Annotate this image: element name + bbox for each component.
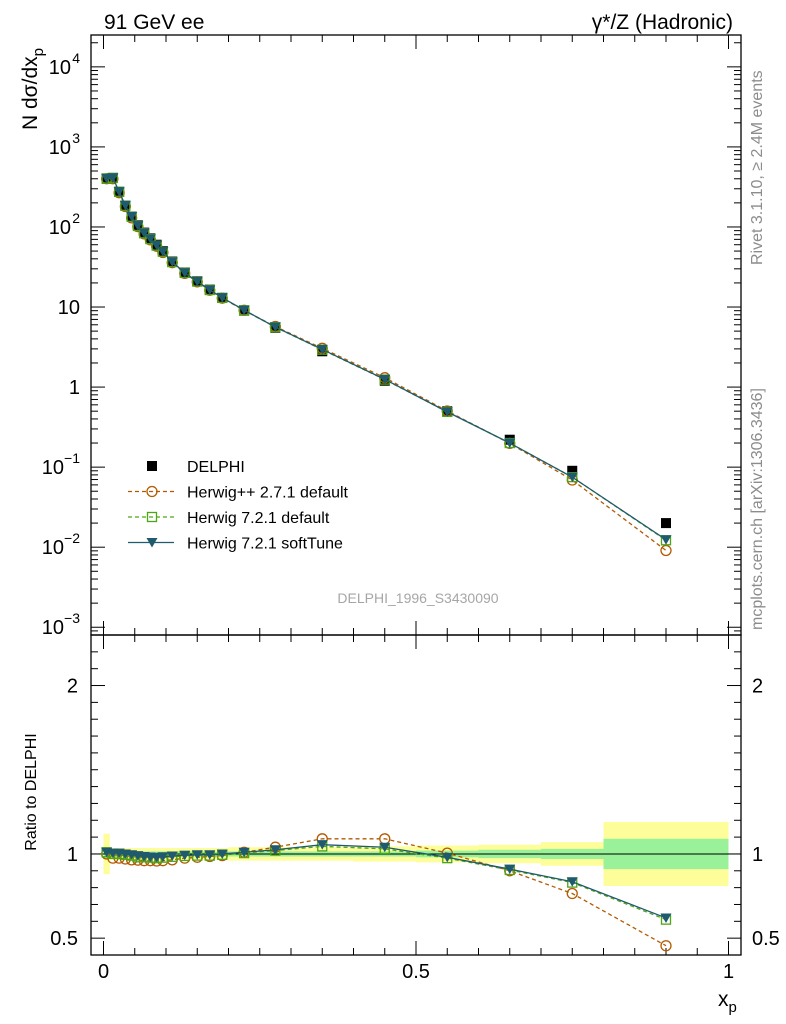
main-data-point — [504, 438, 516, 449]
legend-marker — [146, 538, 158, 548]
main-data-point — [238, 305, 250, 316]
y-tick-exponent: −2 — [64, 530, 80, 546]
x-tick-label: 1 — [723, 961, 734, 983]
main-data-point — [566, 472, 578, 483]
main-data-point — [179, 268, 191, 278]
ratio-data-point — [238, 847, 250, 858]
main-series-triangle-down — [101, 173, 672, 545]
main-data-point — [119, 200, 131, 211]
ratio-y-tick-label-left: 1 — [67, 844, 78, 866]
legend-label: Herwig++ 2.7.1 default — [187, 485, 349, 502]
x-tick-label: 0 — [98, 961, 109, 983]
legend-item: Herwig++ 2.7.1 default — [128, 485, 349, 502]
header-right: γ*/Z (Hadronic) — [592, 11, 733, 34]
legend-marker — [146, 485, 158, 498]
main-data-point — [132, 221, 144, 231]
y-tick-label: 10 — [42, 457, 64, 479]
ratio-y-tick-label-right: 1 — [752, 844, 763, 866]
ratio-data-point — [566, 877, 578, 887]
ratio-data-point — [504, 864, 516, 875]
legend-marker — [146, 511, 158, 523]
y-tick-label: 10 — [42, 617, 64, 639]
main-data-point — [191, 276, 203, 287]
ratio-data-point — [191, 850, 203, 860]
ratio-series-triangle-down — [101, 840, 672, 923]
main-data-point — [660, 535, 672, 545]
header-left: 91 GeV ee — [104, 11, 204, 34]
y-tick-label: 1 — [69, 377, 80, 399]
ratio-data-point — [316, 840, 328, 850]
main-data-point — [316, 344, 328, 355]
y-tick-exponent: 3 — [72, 130, 80, 146]
main-data-point — [269, 322, 281, 333]
mcplots-credit-text: mcplots.cern.ch [arXiv:1306.3436] — [749, 388, 766, 630]
ratio-panel-series — [100, 833, 672, 952]
y-axis-label-main: N dσ/dxp — [19, 48, 47, 130]
legend-item: Herwig 7.2.1 softTune — [128, 536, 343, 553]
y-axis-label-ratio: Ratio to DELPHI — [23, 733, 40, 850]
ratio-plot-frame — [90, 634, 742, 956]
y-tick-exponent: −1 — [64, 450, 80, 466]
main-data-point — [441, 407, 453, 417]
y-tick-label: 10 — [49, 57, 71, 79]
main-data-point — [567, 465, 578, 476]
y-tick-label: 10 — [49, 217, 71, 239]
ratio-data-point — [660, 913, 672, 923]
ratio-data-point — [179, 850, 191, 861]
main-data-point — [113, 187, 125, 197]
main-panel-series — [100, 172, 672, 557]
legend-label: Herwig 7.2.1 softTune — [187, 536, 343, 553]
ratio-data-point — [216, 849, 228, 859]
x-tick-label: 0.5 — [402, 961, 430, 983]
x-axis-label: xp — [718, 988, 737, 1016]
ratio-panel-axes: 0 0.5 1 0.5 0.5 1 1 2 2 — [50, 634, 780, 983]
main-data-point — [144, 234, 156, 244]
main-data-point — [661, 518, 671, 529]
legend-marker — [147, 461, 157, 471]
main-data-point — [138, 228, 150, 239]
main-data-point — [216, 293, 228, 303]
rivet-version-text: Rivet 3.1.10, ≥ 2.4M events — [749, 70, 766, 265]
main-data-point — [204, 285, 216, 295]
main-data-point — [660, 544, 672, 557]
y-tick-label: 10 — [58, 297, 80, 319]
main-data-point — [166, 257, 178, 267]
ratio-y-tick-label-left: 0.5 — [50, 928, 78, 950]
legend-label: DELPHI — [187, 459, 245, 476]
y-tick-label: 10 — [42, 537, 64, 559]
ratio-data-point — [441, 852, 453, 863]
analysis-id-label: DELPHI_1996_S3430090 — [337, 590, 498, 606]
legend: DELPHI Herwig++ 2.7.1 default Herwig 7.2.1… — [128, 459, 349, 553]
ratio-data-point — [566, 887, 578, 900]
main-data-point — [379, 374, 391, 385]
ratio-data-point — [660, 940, 672, 952]
main-data-point — [151, 240, 163, 251]
ratio-data-point — [269, 845, 281, 855]
main-data-point — [107, 173, 119, 183]
y-tick-label: 10 — [49, 137, 71, 159]
y-tick-exponent: 4 — [72, 50, 80, 66]
ratio-data-point — [157, 852, 169, 862]
ratio-y-tick-label-left: 2 — [67, 676, 78, 698]
main-data-point — [157, 247, 169, 257]
ratio-data-point — [166, 851, 178, 861]
legend-item: Herwig 7.2.1 default — [128, 510, 330, 527]
ratio-y-tick-label-right: 2 — [752, 676, 763, 698]
legend-label: Herwig 7.2.1 default — [187, 510, 330, 527]
legend-item: DELPHI — [147, 459, 245, 476]
main-data-point — [126, 212, 138, 222]
y-tick-exponent: −3 — [64, 610, 80, 626]
ratio-y-tick-label-right: 0.5 — [752, 928, 780, 950]
ratio-data-point — [379, 842, 391, 853]
ratio-data-point — [204, 850, 216, 860]
y-tick-exponent: 2 — [72, 210, 80, 226]
